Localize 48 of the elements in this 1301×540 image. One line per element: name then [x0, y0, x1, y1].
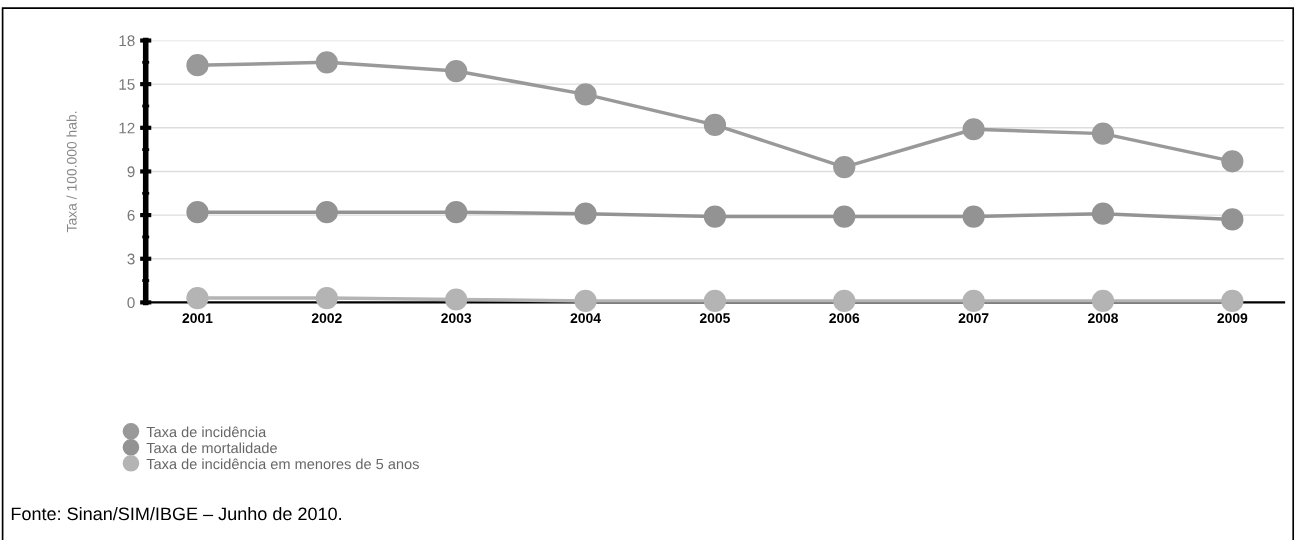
- y-tick-label: 0: [127, 297, 135, 309]
- x-tick-label: 2001: [182, 313, 213, 324]
- y-tick-label: 3: [127, 253, 135, 265]
- point: [703, 113, 727, 137]
- legend-label: Taxa de incidência: [146, 426, 267, 438]
- y-axis-title: Taxa / 100.000 hab.: [66, 111, 77, 233]
- point: [574, 202, 597, 225]
- point: [1221, 208, 1244, 231]
- point: [833, 155, 856, 179]
- x-tick-label: 2005: [699, 313, 730, 324]
- point: [1091, 122, 1115, 145]
- point: [703, 289, 727, 313]
- y-tick-label: 9: [127, 166, 135, 178]
- point: [445, 201, 468, 224]
- point: [315, 286, 338, 310]
- y-tick-label: 18: [119, 35, 135, 47]
- x-tick-label: 2009: [1217, 313, 1248, 324]
- source-note: Fonte: Sinan/SIM/IBGE – Junho de 2010.: [11, 506, 341, 521]
- point: [574, 83, 597, 106]
- point: [186, 54, 209, 77]
- point: [315, 51, 338, 74]
- legend-label: Taxa de incidência em menores de 5 anos: [146, 458, 419, 470]
- point: [962, 289, 985, 313]
- point: [1221, 289, 1244, 313]
- point: [962, 205, 985, 228]
- point: [962, 118, 985, 141]
- point: [574, 289, 597, 313]
- point: [1091, 202, 1115, 225]
- point: [186, 201, 209, 224]
- y-tick-label: 12: [119, 122, 135, 134]
- point: [186, 286, 209, 310]
- point: [1221, 150, 1244, 173]
- point: [703, 205, 727, 228]
- point: [445, 59, 468, 83]
- y-tick-label: 6: [127, 209, 135, 221]
- x-tick-label: 2003: [441, 313, 472, 324]
- x-tick-label: 2006: [829, 313, 860, 324]
- point: [833, 289, 856, 313]
- point: [833, 205, 856, 228]
- x-tick-label: 2008: [1088, 313, 1119, 324]
- y-tick-label: 15: [119, 79, 135, 90]
- legend-label: Taxa de mortalidade: [146, 442, 277, 454]
- x-tick-label: 2004: [570, 313, 601, 324]
- x-tick-label: 2007: [958, 313, 989, 324]
- point: [315, 201, 338, 224]
- point: [1091, 289, 1115, 313]
- point: [445, 288, 468, 311]
- x-tick-label: 2002: [311, 313, 342, 324]
